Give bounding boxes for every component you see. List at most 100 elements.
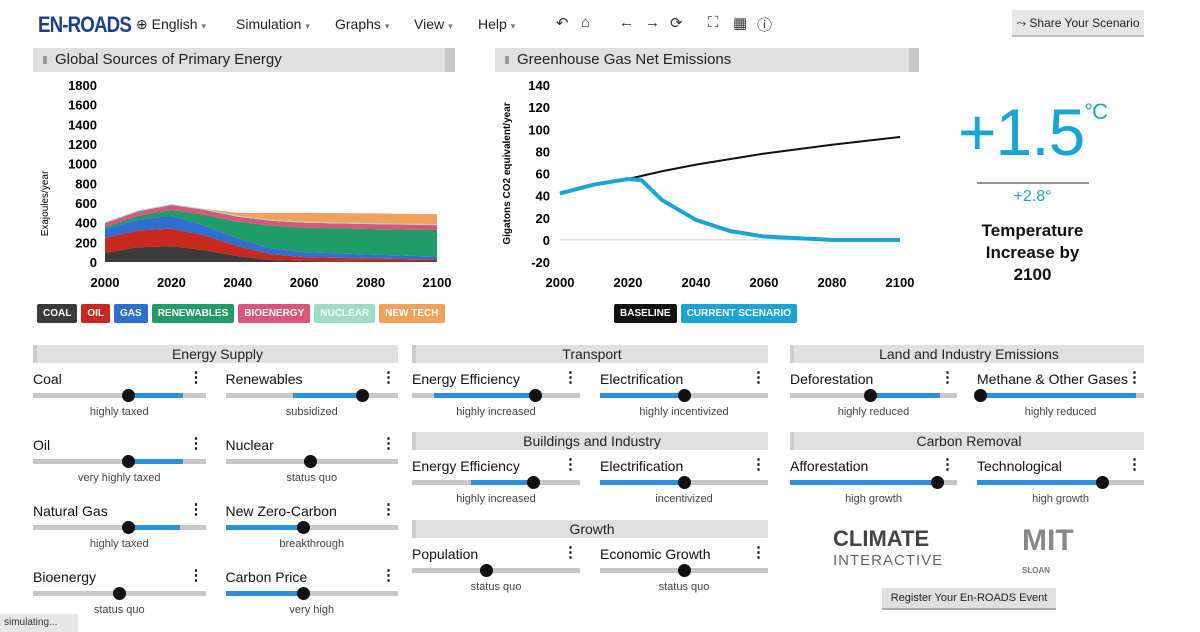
slider-track[interactable] [977, 476, 1144, 489]
slider-thumb[interactable] [974, 389, 988, 402]
slider-track[interactable] [412, 564, 580, 577]
legend-coal[interactable]: COAL [37, 304, 78, 323]
y-tick-label: 20 [536, 211, 550, 226]
more-options-icon[interactable]: ⋮ [563, 369, 578, 386]
slider-track[interactable] [33, 587, 206, 600]
fullscreen-icon[interactable]: ⛶ [708, 14, 719, 31]
slider-track[interactable] [790, 476, 957, 489]
slider-thumb[interactable] [528, 389, 542, 402]
chevron-down-icon: ▾ [448, 21, 453, 31]
area-renewables [105, 209, 437, 257]
more-options-icon[interactable]: ⋮ [751, 369, 766, 386]
more-options-icon[interactable]: ⋮ [1127, 456, 1142, 473]
legend-current-scenario[interactable]: CURRENT SCENARIO [680, 304, 798, 323]
table-icon[interactable]: ▦ [733, 15, 748, 32]
slider-track[interactable] [600, 564, 768, 577]
legend-gas[interactable]: GAS [114, 304, 148, 323]
menu-view[interactable]: View ▾ [414, 16, 453, 32]
slider-fill [127, 393, 184, 398]
slider-track[interactable] [33, 389, 206, 402]
back-icon[interactable]: ← [619, 14, 634, 31]
slider-track[interactable] [225, 587, 398, 600]
slider-track[interactable] [600, 476, 768, 489]
slider-thumb[interactable] [678, 389, 691, 402]
graph-header-right[interactable]: Greenhouse Gas Net Emissions [495, 48, 919, 72]
slider-thumb[interactable] [297, 521, 311, 534]
graph-header-left[interactable]: Global Sources of Primary Energy [33, 48, 455, 72]
slider-label: Technological [977, 458, 1062, 474]
reset-icon[interactable]: ⟳ [670, 15, 683, 32]
legend-bioenergy[interactable]: BIOENERGY [238, 304, 311, 323]
more-options-icon[interactable]: ⋮ [188, 435, 204, 452]
more-options-icon[interactable]: ⋮ [188, 369, 204, 386]
slider-thumb[interactable] [121, 455, 135, 468]
slider-energy-efficiency: Energy Efficiency ⋮ highly increased [412, 369, 580, 431]
x-tick-label: 2080 [818, 275, 847, 290]
slider-track[interactable] [412, 389, 580, 402]
slider-status: highly increased [456, 406, 536, 418]
more-options-icon[interactable]: ⋮ [381, 567, 396, 584]
slider-status: high growth [845, 493, 902, 505]
slider-track[interactable] [225, 455, 398, 468]
more-options-icon[interactable]: ⋮ [188, 501, 204, 518]
more-options-icon[interactable]: ⋮ [751, 544, 766, 561]
slider-thumb[interactable] [121, 521, 135, 534]
more-options-icon[interactable]: ⋮ [188, 567, 204, 584]
share-scenario-button[interactable]: ⤳ Share Your Scenario [1012, 10, 1144, 37]
graph-header-handle [909, 48, 919, 72]
slider-oil: Oil ⋮ very highly taxed [33, 435, 206, 497]
more-options-icon[interactable]: ⋮ [381, 501, 396, 518]
slider-track[interactable] [412, 476, 580, 489]
x-tick-label: 2100 [886, 275, 915, 290]
more-options-icon[interactable]: ⋮ [381, 369, 396, 386]
legend-nuclear[interactable]: NUCLEAR [314, 304, 376, 323]
slider-thumb[interactable] [678, 564, 691, 577]
slider-status: highly taxed [89, 538, 149, 550]
language-menu[interactable]: ⊕ English ▾ [136, 16, 206, 33]
more-options-icon[interactable]: ⋮ [563, 456, 578, 473]
menu-help[interactable]: Help ▾ [478, 16, 515, 32]
slider-thumb[interactable] [121, 389, 135, 402]
more-options-icon[interactable]: ⋮ [563, 544, 578, 561]
legend-new-tech[interactable]: NEW TECH [379, 304, 445, 323]
menu-graphs[interactable]: Graphs ▾ [335, 16, 389, 32]
undo-icon[interactable]: ↶ [556, 15, 569, 32]
menu-simulation[interactable]: Simulation ▾ [236, 16, 310, 32]
slider-thumb[interactable] [1096, 476, 1110, 489]
slider-thumb[interactable] [864, 389, 878, 402]
legend-baseline[interactable]: BASELINE [614, 304, 677, 323]
section-header: Buildings and Industry [412, 432, 768, 450]
temperature-label: Temperature Increase by 2100 [945, 220, 1120, 286]
slider-thumb[interactable] [304, 455, 318, 468]
slider-thumb[interactable] [113, 587, 127, 600]
more-options-icon[interactable]: ⋮ [1127, 369, 1142, 386]
slider-track[interactable] [225, 389, 398, 402]
en-roads-logo[interactable]: EN-ROADS [38, 12, 132, 37]
x-tick-label: 2040 [682, 275, 711, 290]
slider-thumb[interactable] [479, 564, 493, 577]
slider-status: very highly taxed [77, 472, 161, 484]
slider-thumb[interactable] [355, 389, 369, 402]
slider-label: Methane & Other Gases [977, 371, 1128, 387]
more-options-icon[interactable]: ⋮ [940, 369, 955, 386]
register-event-button[interactable]: Register Your En-ROADS Event [882, 588, 1056, 610]
more-options-icon[interactable]: ⋮ [751, 456, 766, 473]
slider-thumb[interactable] [678, 476, 691, 489]
slider-thumb[interactable] [526, 476, 540, 489]
slider-track[interactable] [33, 455, 206, 468]
slider-thumb[interactable] [930, 476, 944, 489]
info-icon[interactable]: ⓘ [757, 17, 773, 34]
slider-label: Carbon Price [225, 569, 308, 585]
more-options-icon[interactable]: ⋮ [381, 435, 396, 452]
slider-thumb[interactable] [297, 587, 311, 600]
slider-track[interactable] [600, 389, 768, 402]
legend-oil[interactable]: OIL [81, 304, 111, 323]
legend-renewables[interactable]: RENEWABLES [151, 304, 235, 323]
slider-track[interactable] [790, 389, 957, 402]
forward-icon[interactable]: → [645, 14, 660, 31]
slider-track[interactable] [974, 389, 1144, 402]
slider-track[interactable] [33, 521, 206, 534]
slider-track[interactable] [225, 521, 398, 534]
more-options-icon[interactable]: ⋮ [940, 456, 955, 473]
home-icon[interactable]: ⌂ [581, 14, 591, 31]
